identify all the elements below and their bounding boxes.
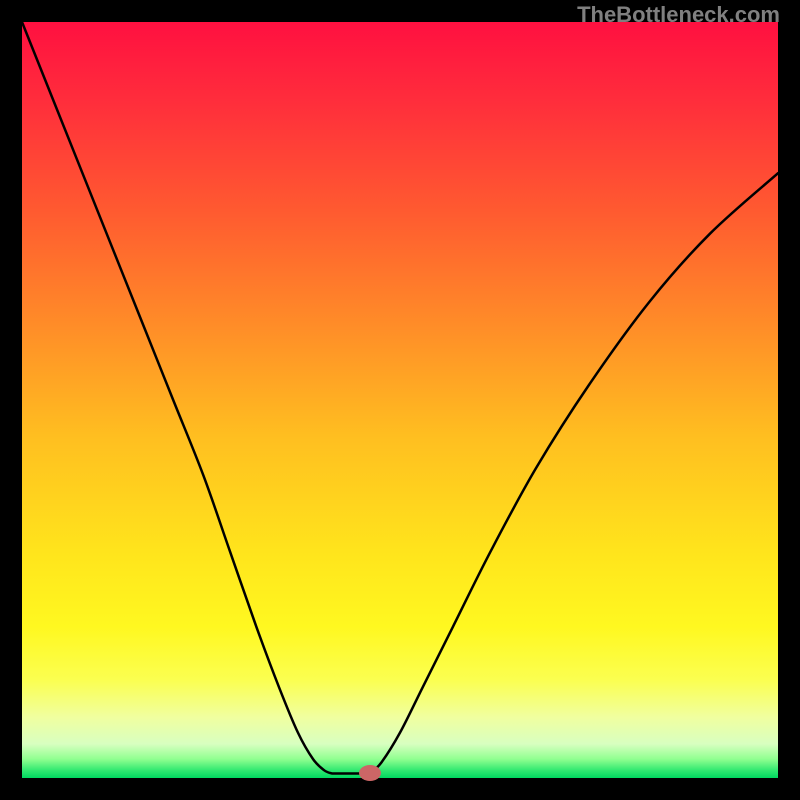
watermark-text: TheBottleneck.com — [577, 2, 780, 28]
curve-svg — [22, 22, 778, 778]
plot-area — [22, 22, 778, 778]
chart-container: TheBottleneck.com — [0, 0, 800, 800]
bottleneck-curve — [22, 22, 778, 774]
bottleneck-marker — [359, 765, 381, 781]
